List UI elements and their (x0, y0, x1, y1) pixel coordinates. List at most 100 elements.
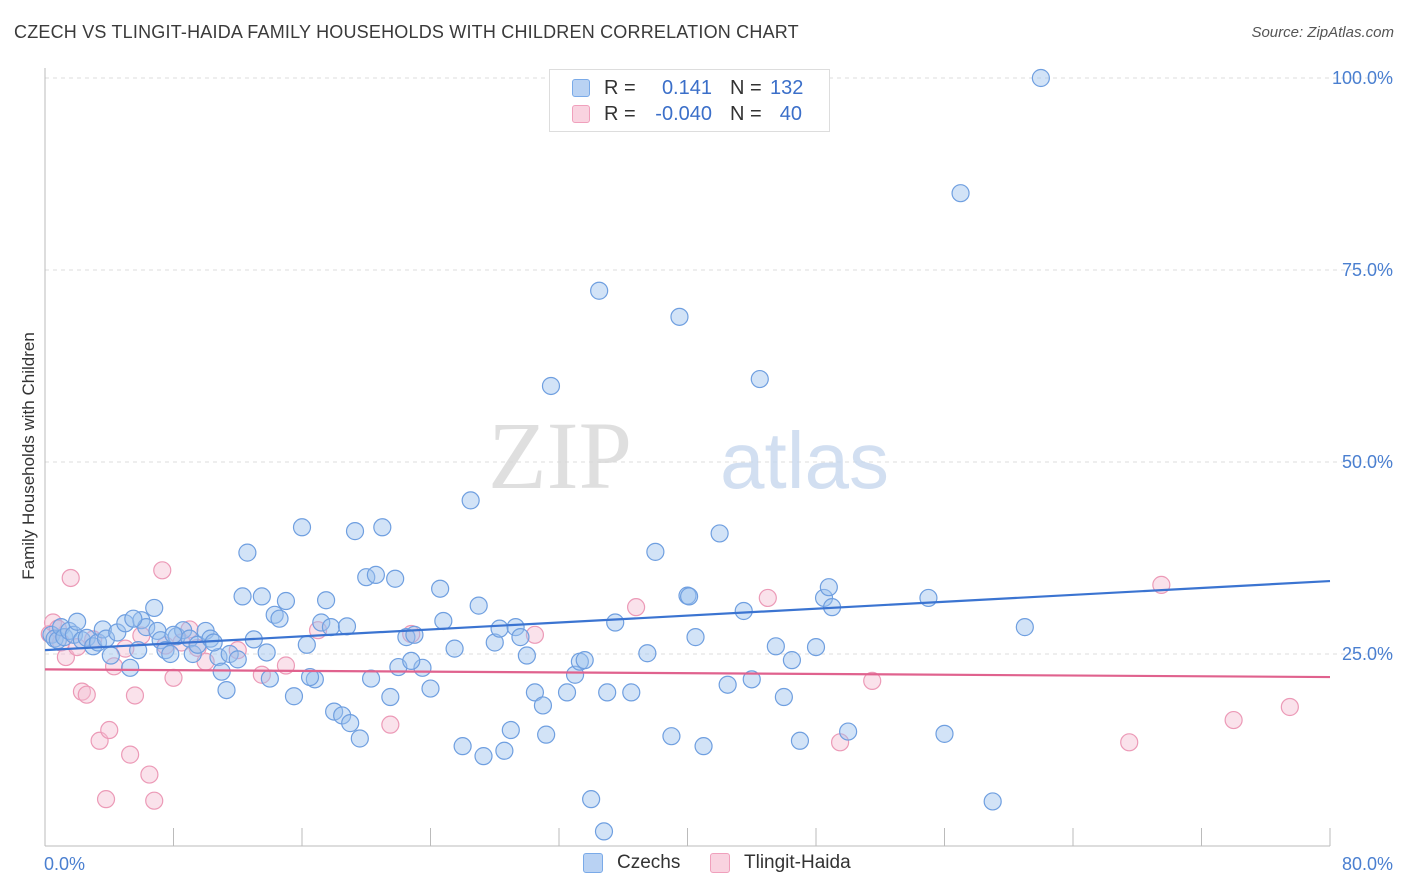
data-point-czechs (501, 720, 520, 740)
y-tick-labels: 25.0% 50.0% 75.0% 100.0% (1332, 68, 1393, 664)
chart-source: Source: ZipAtlas.com (1251, 24, 1394, 41)
watermark: ZIP atlas (488, 402, 889, 509)
data-point-czechs (217, 680, 236, 700)
data-point-czechs (300, 667, 320, 687)
data-point-czechs (819, 578, 838, 597)
data-point-tlingit-haida (121, 745, 140, 764)
data-point-czechs (686, 628, 705, 647)
data-point-tlingit-haida (1120, 733, 1139, 752)
y-tick-label: 100.0% (1332, 68, 1393, 88)
legend-row-tlingit-haida: R = -0.040 N = 40 (572, 101, 802, 127)
x-tick-label: 80.0% (1342, 854, 1393, 874)
data-point-czechs (161, 644, 180, 664)
data-point-czechs (575, 651, 594, 670)
data-point-czechs (485, 633, 504, 652)
legend-swatch-tlingit-haida (572, 105, 590, 123)
data-point-czechs (774, 687, 793, 707)
data-point-tlingit-haida (77, 685, 96, 704)
data-point-czechs (598, 683, 617, 702)
data-point-czechs (678, 586, 697, 605)
watermark-atlas: atlas (720, 416, 889, 505)
data-point-czechs (680, 587, 699, 606)
legend-r-value: 0.141 (661, 76, 712, 99)
data-point-czechs (257, 643, 276, 662)
data-point-czechs (935, 724, 954, 743)
data-point-czechs (345, 522, 365, 541)
data-point-czechs (252, 587, 271, 606)
watermark-zip: ZIP (488, 402, 632, 509)
data-point-czechs (506, 618, 525, 637)
data-point-czechs (983, 792, 1002, 811)
legend-n-label: N = (730, 102, 762, 125)
y-tick-label: 25.0% (1342, 644, 1393, 664)
data-point-czechs (270, 609, 289, 628)
data-point-czechs (469, 596, 488, 615)
data-point-czechs (790, 731, 810, 750)
data-point-tlingit-haida (96, 790, 116, 809)
legend-row-czechs: R = 0.141 N = 132 (572, 75, 803, 101)
data-point-czechs (402, 651, 421, 671)
data-point-czechs (341, 714, 360, 733)
data-point-czechs (276, 591, 296, 611)
chart-title: CZECH VS TLINGIT-HAIDA FAMILY HOUSEHOLDS… (14, 22, 799, 42)
data-point-czechs (350, 729, 369, 748)
data-point-czechs (292, 518, 312, 537)
legend-swatch-tlingit-haida (710, 853, 730, 873)
data-point-czechs (839, 722, 858, 741)
data-point-czechs (361, 669, 381, 688)
data-point-czechs (381, 687, 400, 707)
series-czechs-points (42, 68, 1050, 841)
data-point-tlingit-haida (100, 720, 119, 740)
data-point-czechs (145, 598, 164, 618)
data-point-czechs (297, 635, 316, 654)
series-legend: Czechs Tlingit-Haida (0, 852, 1406, 878)
data-point-czechs (734, 601, 753, 621)
trend-line-tlingit-haida (44, 668, 1331, 679)
data-point-tlingit-haida (153, 561, 172, 580)
data-point-tlingit-haida (525, 625, 545, 644)
data-point-tlingit-haida (145, 791, 164, 810)
data-point-czechs (316, 591, 336, 610)
legend-r-value: -0.040 (655, 102, 712, 125)
data-point-czechs (718, 675, 737, 694)
data-point-czechs (1031, 68, 1050, 88)
data-point-czechs (312, 613, 331, 632)
data-point-czechs (164, 625, 183, 644)
legend-item-tlingit-haida[interactable]: Tlingit-Haida (710, 852, 851, 874)
legend-n-label: N = (730, 76, 762, 99)
data-point-czechs (474, 747, 493, 766)
legend-item-czechs[interactable]: Czechs (583, 852, 680, 874)
legend-label-czechs: Czechs (617, 852, 681, 873)
data-point-tlingit-haida (626, 598, 646, 617)
data-point-tlingit-haida (1280, 697, 1299, 717)
data-point-czechs (782, 651, 802, 670)
data-point-czechs (951, 184, 970, 203)
data-point-czechs (124, 609, 143, 628)
data-point-czechs (622, 683, 641, 702)
y-tick-label: 50.0% (1342, 452, 1393, 472)
data-point-czechs (646, 542, 665, 561)
data-point-czechs (582, 790, 601, 809)
data-point-czechs (445, 639, 464, 658)
data-point-czechs (490, 619, 509, 638)
data-point-czechs (373, 518, 392, 537)
correlation-legend: R = 0.141 N = 132 R = -0.040 N = 40 (549, 69, 830, 132)
data-point-czechs (638, 644, 657, 663)
data-point-czechs (710, 524, 729, 543)
data-point-tlingit-haida (72, 682, 92, 701)
data-point-czechs (806, 637, 826, 657)
data-point-czechs (606, 613, 625, 632)
data-point-czechs (137, 618, 156, 637)
data-point-czechs (260, 669, 279, 688)
data-point-czechs (405, 625, 424, 644)
data-point-czechs (766, 637, 785, 656)
data-point-czechs (742, 670, 761, 689)
legend-label-tlingit-haida: Tlingit-Haida (744, 852, 851, 873)
data-point-czechs (183, 644, 202, 664)
data-point-czechs (209, 647, 228, 667)
data-point-czechs (495, 741, 514, 760)
data-point-czechs (1015, 618, 1034, 637)
axes (44, 68, 1331, 847)
data-point-czechs (594, 822, 614, 841)
